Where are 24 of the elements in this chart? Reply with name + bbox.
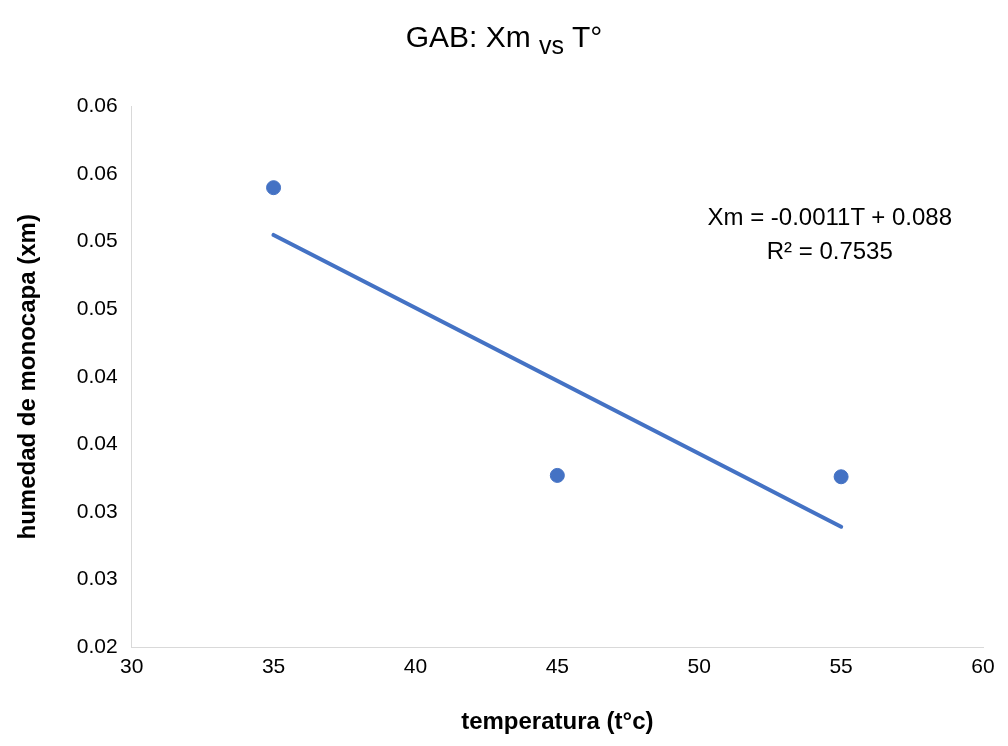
x-tick-label: 45 <box>545 654 570 678</box>
point <box>549 467 565 483</box>
x-axis-title: temperatura (t°c) <box>461 707 654 735</box>
point <box>266 180 282 196</box>
annotation: Xm = -0.0011T + 0.088 <box>707 202 953 230</box>
y-tick-label: 0.04 <box>76 363 118 387</box>
chart-title: GAB: Xm $_{vs}$ T° <box>405 20 603 60</box>
x-tick-label: 50 <box>687 654 711 678</box>
y-tick-label: 0.03 <box>76 566 118 590</box>
y-tick-label: 0.02 <box>76 633 118 657</box>
x-tick-label: 60 <box>971 654 995 678</box>
y-axis-title: humedad de monocapa (xm) <box>13 214 41 540</box>
y-tick-label: 0.05 <box>76 296 118 320</box>
y-tick-label: 0.06 <box>76 160 118 184</box>
x-tick-label: 30 <box>119 654 144 678</box>
x-tick-label: 55 <box>829 654 853 678</box>
x-tick-label: 40 <box>403 654 428 678</box>
x-tick-label: 35 <box>261 654 286 678</box>
y-tick-label: 0.04 <box>76 431 118 455</box>
point <box>833 469 849 485</box>
y-tick-label: 0.06 <box>76 93 118 117</box>
y-tick-label: 0.03 <box>76 498 118 522</box>
annotation: R² = 0.7535 <box>766 236 893 264</box>
y-tick-label: 0.05 <box>76 228 118 252</box>
